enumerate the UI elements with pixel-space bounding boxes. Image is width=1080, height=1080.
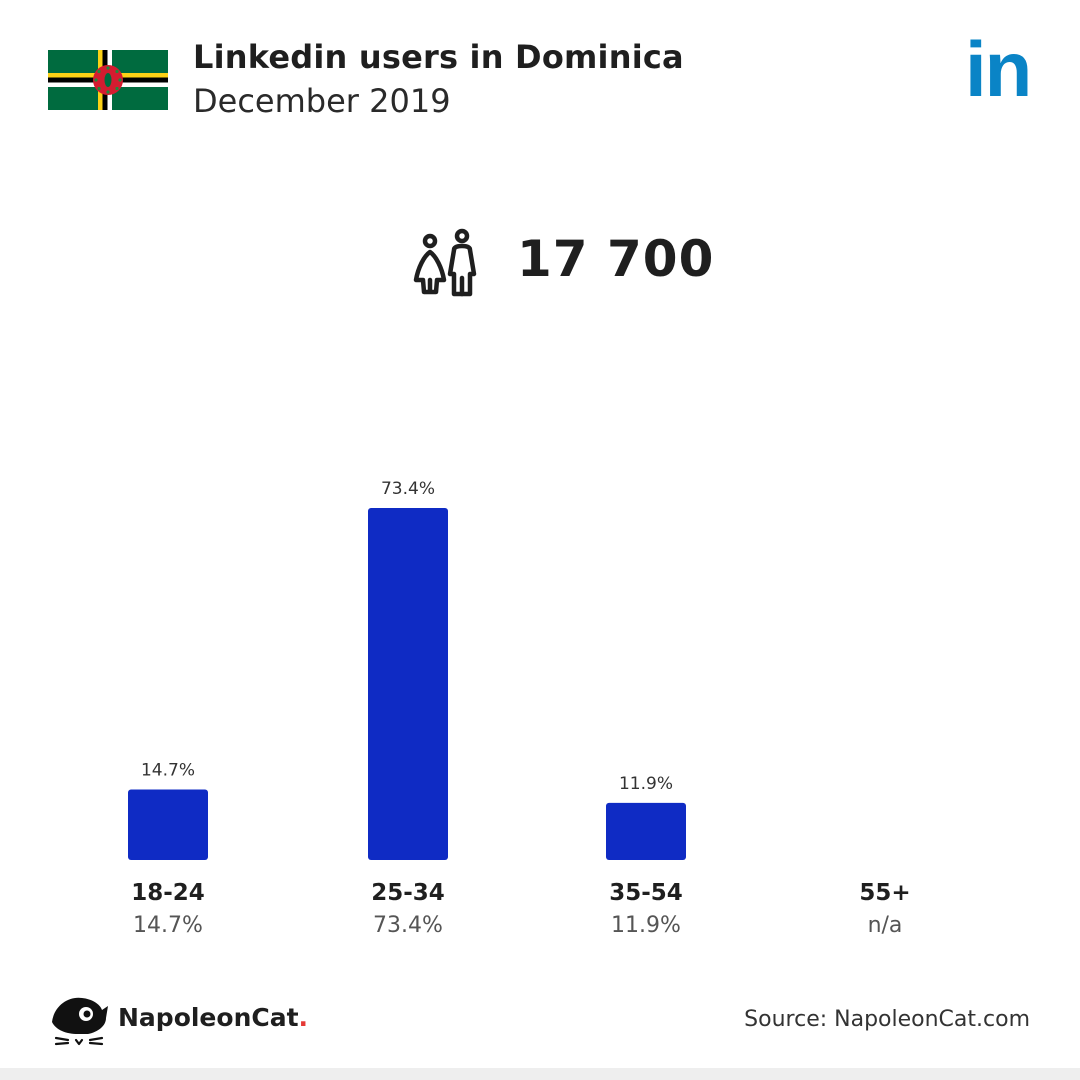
bar-25-34	[368, 508, 448, 860]
bar-18-24	[128, 789, 208, 860]
brand-text: NapoleonCat	[118, 1003, 299, 1032]
brand-dot: .	[298, 1003, 309, 1032]
napoleoncat-logo-icon	[52, 997, 108, 1046]
age-distribution-chart: 14.7% 18-24 14.7% 73.4% 25-34 73.4% 11.9% 35-54…	[128, 479, 911, 938]
dominica-flag	[48, 50, 168, 110]
category-percent: 73.4%	[373, 913, 443, 938]
bar-35-54	[606, 802, 686, 860]
category-percent: 11.9%	[611, 913, 681, 938]
total-users-value: 17 700	[517, 230, 715, 288]
bottom-strip	[0, 1068, 1080, 1080]
category-label: 18-24	[131, 880, 205, 906]
brand-name: NapoleonCat.	[118, 1003, 308, 1032]
page-title: Linkedin users in Dominica	[193, 38, 684, 76]
people-icon	[413, 228, 477, 297]
bar-value-label: 11.9%	[619, 774, 673, 794]
category-percent: n/a	[868, 913, 903, 938]
page-subtitle: December 2019	[193, 82, 451, 120]
linkedin-logo: in	[965, 25, 1032, 113]
bar-value-label: 73.4%	[381, 479, 435, 499]
category-percent: 14.7%	[133, 913, 203, 938]
category-label: 25-34	[371, 880, 445, 906]
source-label: Source: NapoleonCat.com	[744, 1007, 1030, 1032]
bar-value-label: 14.7%	[141, 761, 195, 781]
category-label: 35-54	[609, 880, 683, 906]
category-label: 55+	[859, 880, 910, 906]
